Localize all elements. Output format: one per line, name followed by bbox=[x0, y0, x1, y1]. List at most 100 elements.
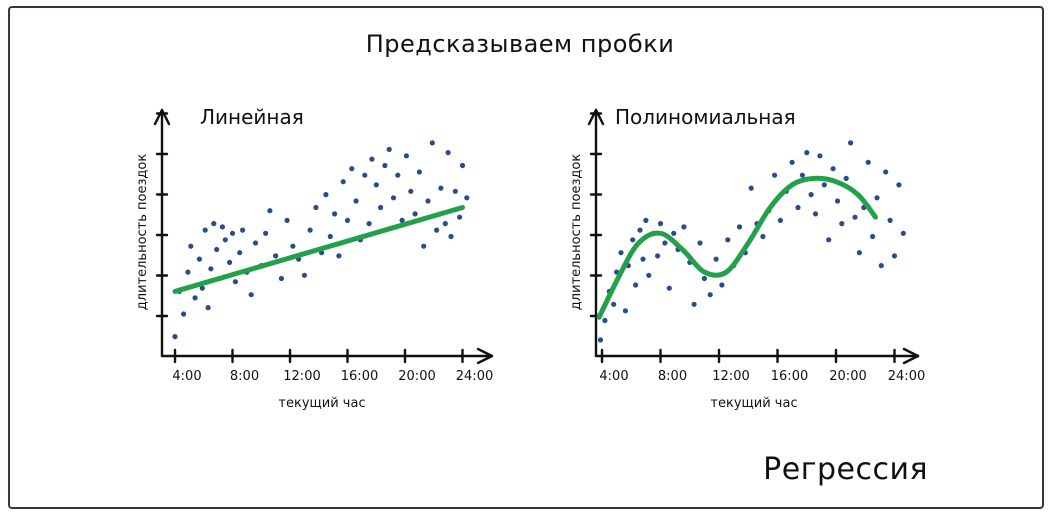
data-point bbox=[442, 221, 448, 227]
data-point bbox=[340, 179, 346, 185]
x-tick-label: 8:00 bbox=[230, 369, 259, 384]
data-point bbox=[369, 156, 375, 162]
data-point bbox=[666, 285, 672, 291]
data-point bbox=[202, 227, 208, 233]
data-point bbox=[597, 337, 604, 343]
data-point bbox=[344, 217, 351, 223]
data-point bbox=[188, 243, 194, 249]
data-point bbox=[214, 246, 220, 253]
data-point bbox=[267, 208, 273, 214]
data-point bbox=[655, 253, 661, 259]
data-point bbox=[856, 250, 863, 256]
data-point bbox=[622, 308, 629, 314]
data-point bbox=[671, 230, 677, 236]
data-point bbox=[602, 317, 608, 324]
data-point bbox=[332, 211, 338, 217]
data-point bbox=[412, 211, 418, 217]
data-point bbox=[395, 172, 401, 178]
data-point bbox=[725, 237, 731, 243]
data-point bbox=[199, 285, 205, 291]
data-point bbox=[227, 259, 233, 265]
data-point bbox=[284, 217, 290, 223]
data-point bbox=[640, 256, 646, 262]
footer-title: Регрессия bbox=[763, 452, 928, 487]
data-point bbox=[366, 221, 372, 227]
data-point bbox=[349, 166, 355, 172]
figure-frame bbox=[8, 6, 1044, 509]
x-tick-label: 8:00 bbox=[658, 369, 687, 384]
data-point bbox=[887, 217, 893, 223]
data-point bbox=[878, 263, 884, 269]
data-point bbox=[416, 169, 422, 175]
data-point bbox=[843, 175, 849, 181]
x-tick-label: 16:00 bbox=[341, 369, 378, 384]
data-point bbox=[848, 140, 854, 146]
data-point bbox=[301, 272, 307, 278]
data-point bbox=[789, 159, 795, 165]
data-point bbox=[434, 227, 440, 233]
x-tick-label: 24:00 bbox=[888, 369, 925, 384]
data-point bbox=[452, 188, 458, 194]
data-point bbox=[795, 204, 801, 211]
data-point bbox=[713, 256, 719, 262]
regression-line bbox=[172, 204, 465, 294]
panel-title: Полиномиальная bbox=[615, 105, 796, 129]
data-point bbox=[240, 227, 246, 233]
data-point bbox=[701, 275, 708, 282]
data-point bbox=[252, 240, 259, 246]
data-point bbox=[719, 282, 725, 288]
data-point bbox=[457, 214, 463, 220]
data-point bbox=[172, 334, 178, 340]
x-tick-label: 4:00 bbox=[172, 369, 201, 384]
data-point bbox=[323, 192, 329, 198]
data-point bbox=[830, 166, 836, 172]
data-point bbox=[826, 237, 832, 243]
data-point bbox=[459, 162, 466, 169]
x-tick-label: 4:00 bbox=[599, 369, 628, 384]
data-point bbox=[896, 182, 902, 188]
y-axis-arrow bbox=[587, 108, 605, 126]
data-point bbox=[777, 217, 784, 223]
data-point bbox=[273, 253, 279, 259]
data-point bbox=[229, 230, 236, 236]
data-point bbox=[237, 250, 243, 256]
data-point bbox=[874, 195, 880, 201]
data-point bbox=[278, 275, 284, 282]
data-point bbox=[736, 224, 743, 230]
main-title: Предсказываем пробки bbox=[365, 30, 675, 58]
data-point bbox=[637, 227, 643, 233]
data-point bbox=[211, 221, 217, 227]
data-point bbox=[181, 311, 187, 317]
data-point bbox=[386, 146, 392, 152]
x-tick-label: 20:00 bbox=[829, 369, 866, 384]
x-tick-label: 16:00 bbox=[771, 369, 808, 384]
data-point bbox=[870, 233, 876, 240]
data-point bbox=[327, 233, 333, 240]
data-point bbox=[707, 292, 713, 298]
data-point bbox=[208, 266, 214, 272]
data-point bbox=[382, 162, 388, 169]
y-axis-label: длительность поездок bbox=[569, 154, 584, 311]
data-point bbox=[865, 159, 871, 165]
data-point bbox=[821, 182, 827, 188]
data-point bbox=[834, 198, 841, 204]
data-point bbox=[611, 301, 617, 307]
data-point bbox=[760, 233, 766, 240]
x-axis-label: текущий час bbox=[710, 396, 797, 411]
data-point bbox=[662, 240, 668, 246]
data-point bbox=[812, 211, 819, 217]
data-point bbox=[185, 269, 191, 275]
data-point bbox=[681, 224, 687, 230]
data-point bbox=[799, 172, 806, 178]
data-point bbox=[248, 292, 254, 298]
data-point bbox=[232, 279, 238, 285]
data-point bbox=[630, 237, 636, 243]
data-point bbox=[643, 217, 649, 223]
data-point bbox=[883, 169, 889, 175]
data-point bbox=[852, 214, 858, 220]
data-point bbox=[219, 224, 225, 230]
data-point bbox=[421, 243, 427, 249]
data-point bbox=[362, 172, 368, 178]
